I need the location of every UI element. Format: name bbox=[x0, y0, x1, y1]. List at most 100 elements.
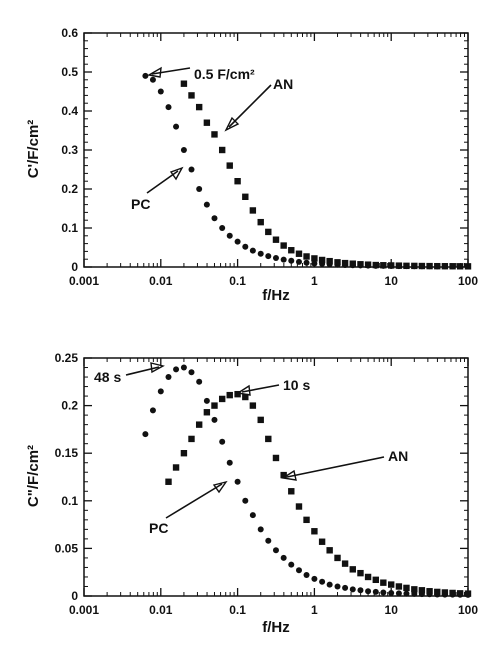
bottom-an-point bbox=[257, 416, 264, 424]
top-plot-frame bbox=[83, 32, 469, 268]
bottom-pc-point bbox=[257, 526, 264, 533]
top-y-tick-label: 0.4 bbox=[61, 104, 78, 118]
top-x-tick-label: 10 bbox=[385, 274, 399, 288]
bottom-an-point bbox=[372, 576, 379, 584]
bottom-pc-point bbox=[342, 584, 349, 591]
bottom-pc-point bbox=[380, 589, 387, 596]
top-an-point bbox=[280, 242, 287, 249]
bottom-an-point bbox=[449, 589, 456, 597]
bottom-x-tick-label: 10 bbox=[385, 603, 399, 617]
top-an-point bbox=[218, 146, 226, 154]
top-an-point bbox=[341, 259, 349, 267]
top-tick-labels: 0.001 0.01 0.1 1 10 100 0 0.1 0.2 0.3 0.4 0.5 0.6 bbox=[61, 26, 478, 288]
bottom-pc-point bbox=[388, 589, 395, 596]
bottom-an-point bbox=[172, 464, 180, 471]
bottom-an-point bbox=[203, 409, 211, 416]
bottom-y-tick-label: 0 bbox=[71, 589, 78, 603]
top-y-tick-label: 0.1 bbox=[61, 221, 78, 235]
top-pc-point bbox=[173, 123, 180, 130]
bottom-an-point bbox=[318, 538, 326, 545]
bottom-pc-point bbox=[249, 512, 256, 519]
bottom-annotation-an: AN bbox=[388, 448, 408, 464]
top-pc-point bbox=[265, 253, 272, 260]
bottom-y-tick-label: 0.05 bbox=[55, 541, 79, 555]
bottom-an-point bbox=[441, 589, 449, 596]
bottom-an-point bbox=[211, 402, 218, 409]
top-an-point bbox=[295, 250, 303, 257]
top-an-point bbox=[234, 178, 241, 185]
bottom-arrow-10s-shaft bbox=[241, 384, 280, 393]
bottom-y-tick-label: 0.25 bbox=[55, 351, 79, 365]
top-annotation-an: AN bbox=[273, 76, 293, 92]
bottom-pc-point bbox=[211, 416, 218, 423]
bottom-arrow-48s-head bbox=[150, 362, 165, 374]
bottom-pc-point bbox=[226, 459, 233, 466]
bottom-pc-point bbox=[165, 374, 172, 381]
top-y-tick-label: 0.3 bbox=[61, 143, 78, 157]
top-an-point bbox=[349, 260, 356, 267]
top-pc-point bbox=[203, 201, 210, 208]
top-an-point bbox=[403, 262, 410, 270]
top-annotation-0.5: 0.5 F/cm² bbox=[194, 66, 255, 82]
bottom-an-point bbox=[280, 471, 287, 479]
top-an-point bbox=[249, 207, 257, 214]
top-pc-point bbox=[311, 260, 318, 267]
bottom-an-point bbox=[265, 435, 272, 443]
bottom-an-point bbox=[403, 584, 410, 592]
bottom-pc-point bbox=[196, 378, 203, 385]
top-an-point bbox=[411, 262, 418, 270]
top-x-tick-label: 0.001 bbox=[69, 274, 99, 288]
bottom-an-point bbox=[188, 435, 195, 443]
top-pc-point bbox=[242, 243, 249, 250]
bottom-tick-labels: 0.001 0.01 0.1 1 10 100 0 0.05 0.1 0.15 0.2 0.25 bbox=[55, 351, 479, 617]
bottom-an-point bbox=[180, 450, 188, 457]
top-an-point bbox=[372, 261, 379, 269]
top-arrow-0.5-head bbox=[147, 66, 162, 78]
bottom-pc-point bbox=[219, 438, 226, 445]
bottom-pc-point bbox=[372, 588, 379, 595]
top-arrow-an-head bbox=[224, 116, 240, 132]
bottom-pc-point bbox=[319, 578, 326, 585]
top-y-tick-label: 0.2 bbox=[61, 182, 78, 196]
top-pc-point bbox=[303, 259, 310, 266]
bottom-an-point bbox=[418, 587, 426, 594]
bottom-an-point bbox=[349, 566, 356, 573]
top-an-point bbox=[388, 262, 395, 269]
bottom-an-point bbox=[341, 560, 349, 567]
bottom-pc-point bbox=[395, 590, 402, 597]
top-pc-point bbox=[165, 104, 172, 111]
top-pc-point bbox=[196, 186, 203, 192]
bottom-y-tick-label: 0.1 bbox=[61, 494, 78, 508]
top-x-axis-label: f/Hz bbox=[262, 287, 290, 304]
top-an-point bbox=[318, 256, 326, 264]
top-pc-point bbox=[149, 76, 156, 83]
top-y-tick-label: 0.6 bbox=[61, 26, 78, 40]
bottom-pc-point bbox=[149, 407, 156, 414]
top-pc-point bbox=[280, 256, 287, 263]
top-an-point bbox=[203, 119, 211, 126]
bottom-an-point bbox=[334, 554, 341, 562]
bottom-arrow-pc-head bbox=[212, 480, 228, 494]
bottom-pc-point bbox=[295, 567, 302, 574]
top-arrow-pc-head bbox=[169, 166, 184, 181]
bottom-pc-point bbox=[349, 586, 356, 593]
top-x-tick-label: 0.01 bbox=[149, 274, 173, 288]
bottom-an-point bbox=[288, 488, 295, 495]
top-an-point bbox=[211, 131, 218, 138]
bottom-x-tick-label: 100 bbox=[458, 603, 478, 617]
bottom-arrow-10s-head bbox=[236, 384, 251, 396]
bottom-pc-point bbox=[157, 388, 164, 395]
bottom-pc-point bbox=[403, 590, 410, 597]
bottom-an-point bbox=[218, 395, 226, 403]
bottom-y-axis-label: C"/F/cm² bbox=[25, 445, 42, 507]
top-arrow-0.5-shaft bbox=[151, 67, 191, 75]
bottom-an-point bbox=[456, 590, 464, 597]
top-y-axis-label: C'/F/cm² bbox=[25, 120, 42, 179]
top-an-point bbox=[357, 261, 364, 268]
bottom-x-tick-label: 0.01 bbox=[149, 603, 173, 617]
bottom-an-point bbox=[326, 547, 333, 554]
bottom-an-point bbox=[357, 569, 364, 577]
top-annotation-pc: PC bbox=[131, 196, 150, 212]
